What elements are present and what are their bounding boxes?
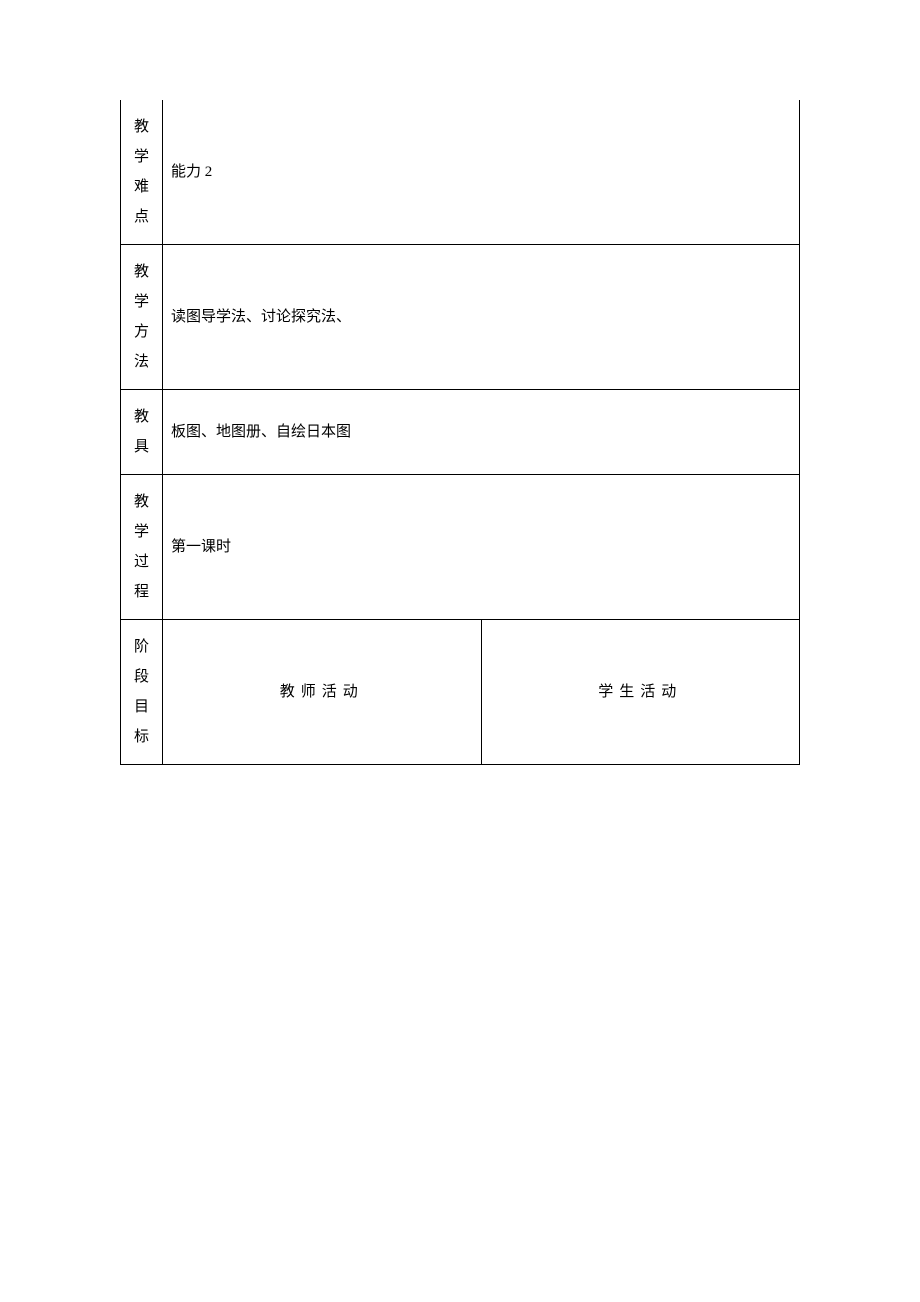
- row-label-difficulty: 教 学 难 点: [121, 100, 163, 245]
- row-label-stage: 阶 段 目 标: [121, 620, 163, 765]
- table-row: 教 学 过 程 第一课时: [121, 475, 800, 620]
- content-difficulty: 能力 2: [163, 100, 800, 245]
- row-label-tools: 教 具: [121, 390, 163, 475]
- table-row: 教 学 方 法 读图导学法、讨论探究法、: [121, 245, 800, 390]
- lesson-plan-table: 教 学 难 点 能力 2 教 学 方 法 读图导学法、讨论探究法、 教 具 板图…: [120, 100, 800, 765]
- table-row: 教 学 难 点 能力 2: [121, 100, 800, 245]
- row-label-method: 教 学 方 法: [121, 245, 163, 390]
- table-row: 教 具 板图、地图册、自绘日本图: [121, 390, 800, 475]
- header-teacher-activity: 教师活动: [163, 620, 482, 765]
- header-student-activity: 学生活动: [481, 620, 800, 765]
- content-process: 第一课时: [163, 475, 800, 620]
- content-method: 读图导学法、讨论探究法、: [163, 245, 800, 390]
- row-label-process: 教 学 过 程: [121, 475, 163, 620]
- content-tools: 板图、地图册、自绘日本图: [163, 390, 800, 475]
- table-row: 阶 段 目 标 教师活动 学生活动: [121, 620, 800, 765]
